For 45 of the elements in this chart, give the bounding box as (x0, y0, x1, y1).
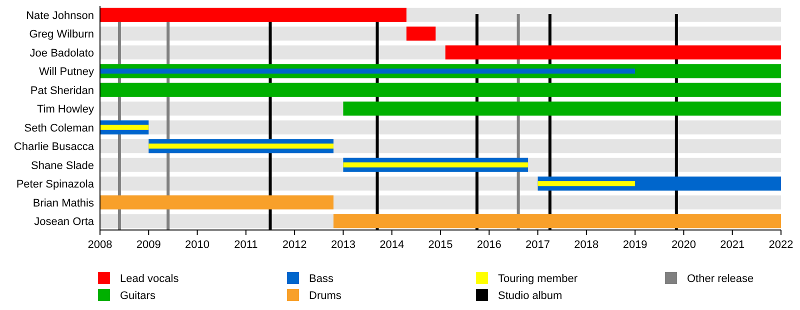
bar (148, 144, 334, 149)
legend-label: Drums (309, 290, 342, 302)
legend-label: Other release (687, 273, 754, 285)
x-tick-label: 2021 (720, 239, 745, 251)
y-tick-label: Charlie Busacca (14, 141, 95, 154)
x-tick-label: 2013 (330, 239, 356, 251)
y-tick-label: Pat Sheridan (30, 84, 94, 97)
bar (100, 82, 781, 97)
x-tick-label: 2016 (476, 239, 502, 251)
bar (406, 26, 436, 41)
x-tick-label: 2014 (380, 239, 404, 251)
x-tick-label: 2017 (526, 239, 550, 251)
legend-label: Bass (309, 273, 334, 285)
x-tick-label: 2022 (768, 239, 794, 251)
y-tick-label: Nate Johnson (26, 10, 94, 22)
x-tick-label: 2010 (185, 239, 210, 251)
y-tick-label: Peter Spinazola (16, 178, 95, 191)
legend-label: Lead vocals (120, 273, 180, 285)
bar (100, 195, 334, 210)
x-tick-label: 2018 (574, 239, 599, 251)
x-tick-label: 2019 (622, 239, 648, 251)
x-tick-label: 2008 (88, 239, 112, 251)
legend-label: Studio album (498, 290, 562, 302)
x-tick-label: 2015 (428, 239, 453, 251)
legend-label: Guitars (120, 290, 156, 302)
x-tick-label: 2011 (234, 239, 258, 251)
bar (333, 214, 781, 228)
y-tick-label: Will Putney (38, 66, 94, 78)
bar (100, 8, 406, 22)
y-tick-label: Tim Howley (36, 104, 94, 116)
y-tick-label: Shane Slade (31, 160, 94, 172)
y-tick-label: Seth Coleman (24, 122, 94, 134)
bar (343, 102, 781, 116)
x-tick-label: 2012 (282, 239, 307, 251)
y-tick-label: Joe Badolato (30, 47, 94, 60)
bar (538, 181, 636, 186)
y-tick-label: Josean Orta (34, 216, 95, 228)
bar (100, 124, 149, 130)
bar (445, 45, 781, 60)
bar (343, 162, 528, 168)
legend-label: Touring member (498, 273, 578, 285)
x-tick-label: 2020 (671, 239, 696, 251)
y-tick-label: Brian Mathis (32, 197, 94, 210)
y-tick-label: Greg Wilburn (29, 28, 94, 41)
x-tick-label: 2009 (136, 239, 161, 251)
